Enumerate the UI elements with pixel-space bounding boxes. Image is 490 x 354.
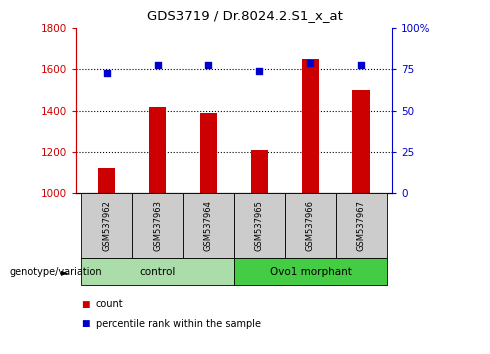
Text: GSM537962: GSM537962 xyxy=(102,200,111,251)
Text: ►: ► xyxy=(61,267,69,277)
Point xyxy=(358,62,366,67)
FancyBboxPatch shape xyxy=(81,258,234,285)
FancyBboxPatch shape xyxy=(81,193,132,258)
Text: GSM537965: GSM537965 xyxy=(255,200,264,251)
Point xyxy=(256,68,264,74)
FancyBboxPatch shape xyxy=(234,193,285,258)
Point xyxy=(204,62,212,67)
Bar xyxy=(352,90,370,193)
Text: percentile rank within the sample: percentile rank within the sample xyxy=(96,319,261,329)
Bar xyxy=(301,59,319,193)
Point xyxy=(102,70,110,76)
FancyBboxPatch shape xyxy=(183,193,234,258)
Text: ■: ■ xyxy=(81,319,89,329)
Bar xyxy=(199,113,218,193)
Text: control: control xyxy=(139,267,176,277)
Text: Ovo1 morphant: Ovo1 morphant xyxy=(270,267,351,277)
FancyBboxPatch shape xyxy=(234,258,387,285)
Text: GSM537967: GSM537967 xyxy=(357,200,366,251)
FancyBboxPatch shape xyxy=(336,193,387,258)
Text: GSM537963: GSM537963 xyxy=(153,200,162,251)
Text: count: count xyxy=(96,299,123,309)
Point xyxy=(153,62,161,67)
Text: genotype/variation: genotype/variation xyxy=(10,267,102,277)
Text: GSM537966: GSM537966 xyxy=(306,200,315,251)
Bar xyxy=(148,107,167,193)
Bar xyxy=(250,150,269,193)
Bar xyxy=(98,168,116,193)
Text: ■: ■ xyxy=(81,300,89,309)
FancyBboxPatch shape xyxy=(285,193,336,258)
Text: GDS3719 / Dr.8024.2.S1_x_at: GDS3719 / Dr.8024.2.S1_x_at xyxy=(147,9,343,22)
Point xyxy=(307,60,315,66)
FancyBboxPatch shape xyxy=(132,193,183,258)
Text: GSM537964: GSM537964 xyxy=(204,200,213,251)
